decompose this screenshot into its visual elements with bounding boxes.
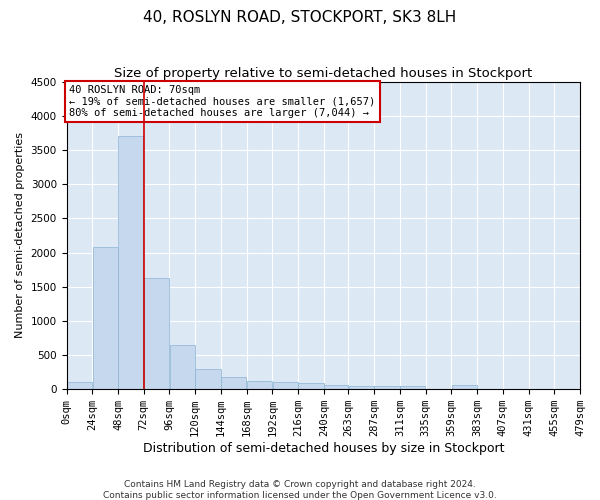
Bar [298, 384, 323, 389]
Title: Size of property relative to semi-detached houses in Stockport: Size of property relative to semi-detach… [114, 68, 532, 80]
Bar [67, 382, 92, 389]
Bar [196, 368, 221, 389]
Bar [247, 380, 272, 389]
Y-axis label: Number of semi-detached properties: Number of semi-detached properties [15, 132, 25, 338]
Bar [452, 385, 477, 389]
Bar [272, 382, 298, 389]
Bar [118, 136, 143, 389]
Bar [400, 386, 425, 389]
Text: 40, ROSLYN ROAD, STOCKPORT, SK3 8LH: 40, ROSLYN ROAD, STOCKPORT, SK3 8LH [143, 10, 457, 25]
Text: 40 ROSLYN ROAD: 70sqm
← 19% of semi-detached houses are smaller (1,657)
80% of s: 40 ROSLYN ROAD: 70sqm ← 19% of semi-deta… [69, 84, 376, 118]
Bar [170, 345, 195, 389]
Bar [374, 386, 400, 389]
Text: Contains HM Land Registry data © Crown copyright and database right 2024.
Contai: Contains HM Land Registry data © Crown c… [103, 480, 497, 500]
Bar [324, 385, 348, 389]
Bar [144, 278, 169, 389]
Bar [349, 386, 374, 389]
Bar [221, 378, 247, 389]
Bar [92, 248, 118, 389]
X-axis label: Distribution of semi-detached houses by size in Stockport: Distribution of semi-detached houses by … [143, 442, 504, 455]
